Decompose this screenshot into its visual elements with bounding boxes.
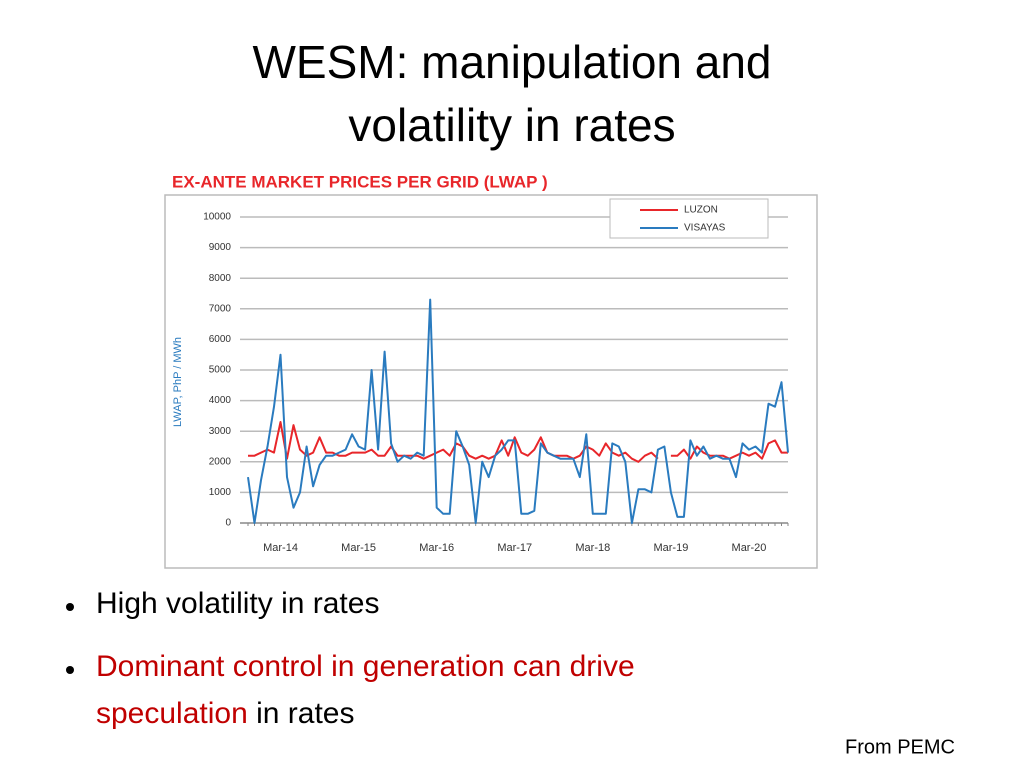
legend-box <box>609 198 769 239</box>
bullet-run: speculation <box>96 697 248 730</box>
bullet-dot <box>66 666 74 674</box>
bullet-list: High volatility in rates Dominant control… <box>66 587 635 730</box>
y-tick-label: 3000 <box>209 426 232 437</box>
bullet-text: High volatility in rates <box>96 587 379 620</box>
bullet-run: Dominant control in generation can drive <box>96 650 635 683</box>
slide-title: WESM: manipulation and <box>252 36 771 88</box>
line-series <box>247 298 789 524</box>
slide-title: volatility in rates <box>348 99 675 151</box>
y-tick-label: 7000 <box>209 303 232 314</box>
legend-label: LUZON <box>684 205 718 216</box>
y-tick-label: 2000 <box>209 456 232 467</box>
y-tick-label: 9000 <box>209 242 232 253</box>
x-tick-label: Mar-18 <box>575 542 610 554</box>
y-tick-label: 0 <box>225 518 231 529</box>
y-tick-label: 1000 <box>209 487 232 498</box>
source-note: From PEMC <box>845 736 955 758</box>
legend-label: VISAYAS <box>684 223 726 234</box>
chart-title: EX-ANTE MARKET PRICES PER GRID (LWAP ) <box>172 172 548 191</box>
bullet-run: High volatility in rates <box>96 587 379 620</box>
x-tick-label: Mar-16 <box>419 542 454 554</box>
x-tick-label: Mar-17 <box>497 542 532 554</box>
bullet-text: Dominant control in generation can drive <box>96 650 635 683</box>
y-tick-label: 6000 <box>209 334 232 345</box>
y-axis-label: LWAP, PhP / MWh <box>172 337 184 427</box>
x-tick-label: Mar-20 <box>732 542 767 554</box>
y-tick-label: 10000 <box>203 212 231 223</box>
x-tick-label: Mar-19 <box>653 542 688 554</box>
bullet-run: in rates <box>248 697 355 730</box>
x-tick-label: Mar-15 <box>341 542 376 554</box>
chart-frame <box>164 194 818 569</box>
bullet-dot <box>66 603 74 611</box>
y-tick-label: 5000 <box>209 365 232 376</box>
x-tick-label: Mar-14 <box>263 542 298 554</box>
y-tick-label: 4000 <box>209 395 232 406</box>
bullet-text: speculation in rates <box>96 697 355 730</box>
y-tick-label: 8000 <box>209 273 232 284</box>
